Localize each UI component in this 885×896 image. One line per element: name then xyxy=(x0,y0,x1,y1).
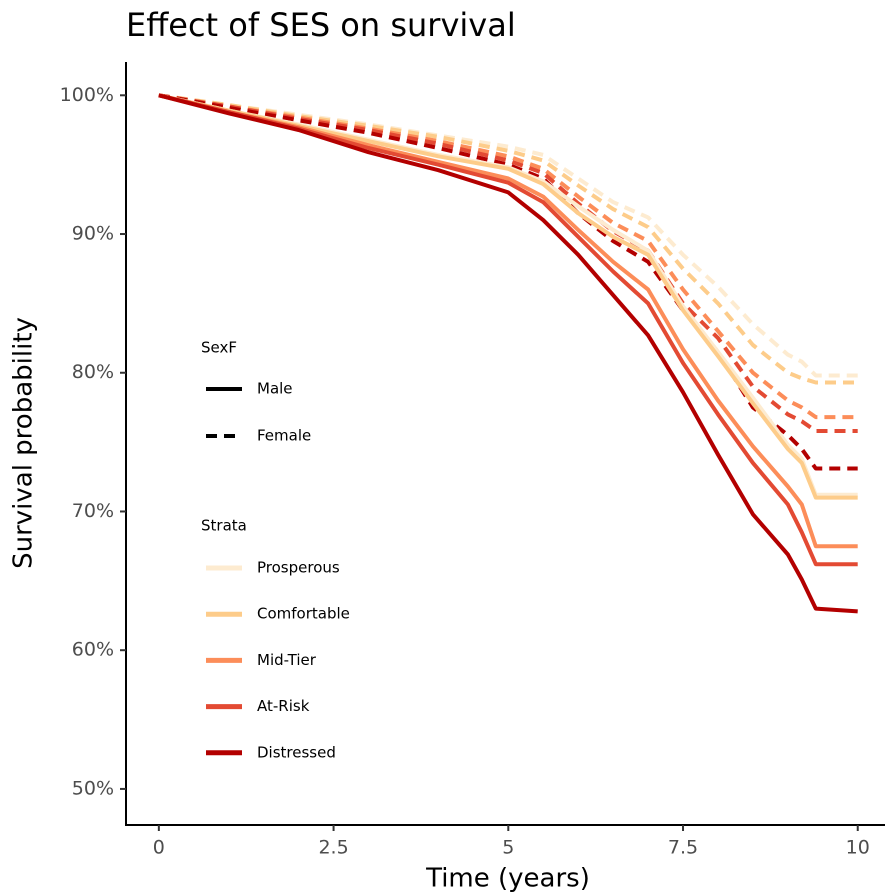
survival-line xyxy=(158,93,858,549)
chart-title: Effect of SES on survival xyxy=(126,6,516,44)
legend-label: Comfortable xyxy=(257,605,350,623)
x-tick-label: 5 xyxy=(502,837,514,859)
survival-line xyxy=(158,93,858,433)
y-tick-label: 60% xyxy=(72,639,114,661)
legend-label: Female xyxy=(257,427,311,445)
survival-line xyxy=(158,93,858,567)
survival-line xyxy=(158,93,858,614)
survival-line xyxy=(158,93,858,378)
x-tick-label: 2.5 xyxy=(318,837,348,859)
survival-line xyxy=(158,93,858,500)
legend-title: SexF xyxy=(201,339,237,357)
y-tick-label: 80% xyxy=(72,361,114,383)
x-axis-title: Time (years) xyxy=(425,864,590,894)
legend-label: At-Risk xyxy=(257,697,310,715)
legend-label: Prosperous xyxy=(257,559,340,577)
legend-label: Male xyxy=(257,380,293,398)
y-tick-label: 50% xyxy=(72,777,114,799)
survival-line xyxy=(158,93,858,385)
legend-label: Mid-Tier xyxy=(257,651,317,669)
y-axis-title: Survival probability xyxy=(9,317,39,569)
legend-title: Strata xyxy=(201,517,247,535)
legend-label: Distressed xyxy=(257,743,336,761)
y-tick-label: 90% xyxy=(72,223,114,245)
survival-line xyxy=(158,93,858,420)
x-tick-label: 0 xyxy=(153,837,165,859)
y-tick-label: 70% xyxy=(72,500,114,522)
y-tick-label: 100% xyxy=(60,84,114,106)
x-tick-label: 10 xyxy=(846,837,870,859)
survival-line xyxy=(158,93,858,471)
x-tick-label: 7.5 xyxy=(668,837,698,859)
